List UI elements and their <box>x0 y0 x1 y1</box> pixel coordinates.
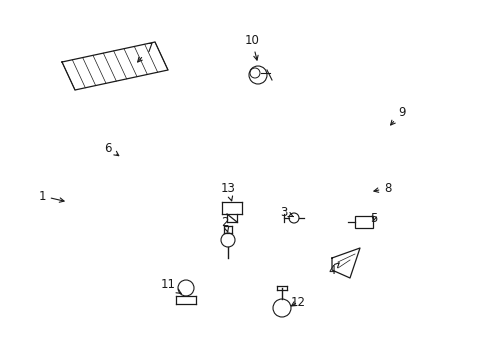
Text: 10: 10 <box>244 33 259 60</box>
Text: 5: 5 <box>369 212 377 225</box>
Text: 8: 8 <box>373 181 391 194</box>
Text: 4: 4 <box>327 263 339 276</box>
Text: 3: 3 <box>280 206 293 219</box>
Text: 1: 1 <box>38 189 64 202</box>
Text: 9: 9 <box>390 105 405 125</box>
Text: 7: 7 <box>138 41 153 62</box>
Bar <box>354 216 372 228</box>
Text: 13: 13 <box>220 181 235 201</box>
Text: 2: 2 <box>221 216 228 232</box>
Text: 6: 6 <box>104 141 119 156</box>
Text: 11: 11 <box>160 279 181 293</box>
Text: 12: 12 <box>290 296 305 309</box>
